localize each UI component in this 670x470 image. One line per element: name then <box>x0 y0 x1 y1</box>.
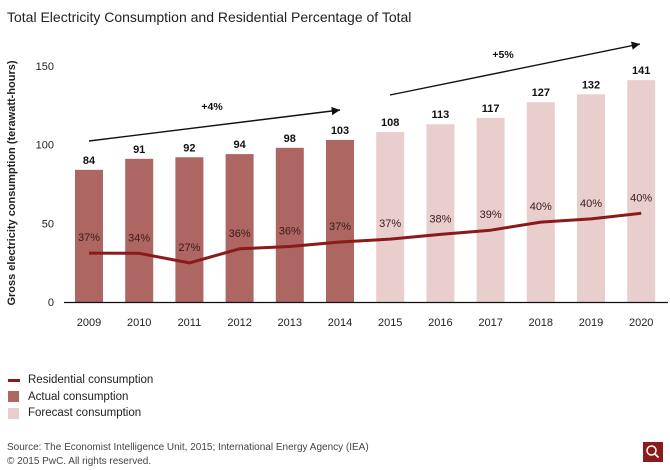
legend-item-residential: Residential consumption <box>8 372 153 389</box>
y-tick-label: 150 <box>36 61 54 73</box>
x-tick-label: 2014 <box>328 317 352 329</box>
residential-share-label: 37% <box>329 221 351 233</box>
y-tick-label: 50 <box>42 218 54 230</box>
bar-2012 <box>225 154 254 302</box>
bar-2010 <box>125 158 154 302</box>
legend-label: Residential consumption <box>28 374 154 387</box>
x-tick-label: 2011 <box>178 317 202 329</box>
bar-2018 <box>526 102 555 302</box>
magnifier-icon <box>646 445 660 459</box>
bar-value-label: 92 <box>183 142 195 154</box>
bar-2011 <box>175 157 204 302</box>
y-tick-label: 0 <box>48 297 54 309</box>
bar-value-label: 84 <box>83 155 96 167</box>
bar-value-label: 127 <box>532 87 550 99</box>
legend-item-actual: Actual consumption <box>8 389 153 406</box>
growth-arrow-label: +4% <box>201 101 223 113</box>
bar-2015 <box>376 132 405 302</box>
growth-arrow <box>389 41 641 96</box>
growth-arrow <box>88 106 341 142</box>
residential-line <box>88 211 642 265</box>
x-tick-label: 2016 <box>428 317 452 329</box>
x-tick-label: 2012 <box>227 317 251 329</box>
bar-value-label: 132 <box>582 79 600 91</box>
bar-2013 <box>275 147 304 302</box>
bar-value-label: 94 <box>233 139 246 151</box>
residential-share-label: 34% <box>128 232 150 244</box>
bar-2009 <box>75 169 103 302</box>
x-tick-label: 2017 <box>478 317 502 329</box>
residential-share-label: 36% <box>229 228 251 240</box>
bar-value-label: 113 <box>432 109 450 121</box>
residential-share-label: 27% <box>178 242 200 254</box>
x-tick-label: 2019 <box>579 317 603 329</box>
x-tick-label: 2018 <box>529 317 553 329</box>
residential-share-label: 37% <box>379 218 401 230</box>
legend-swatch-box <box>8 391 19 403</box>
residential-share-label: 40% <box>580 198 602 210</box>
x-tick-label: 2010 <box>127 317 151 329</box>
residential-share-label: 40% <box>630 192 652 204</box>
residential-share-label: 39% <box>480 209 502 221</box>
bar-2017 <box>476 117 505 302</box>
chart: 84 2009 91 2010 92 2011 94 2012 98 2013 103 2014 108… <box>6 41 668 329</box>
bar-value-label: 108 <box>381 117 399 129</box>
x-tick-label: 2013 <box>278 317 302 329</box>
zoom-button[interactable] <box>643 442 663 462</box>
bar-value-label: 98 <box>284 133 296 145</box>
legend-label: Forecast consumption <box>28 407 142 420</box>
source-note: Source: The Economist Intelligence Unit,… <box>7 442 369 453</box>
bar-value-label: 141 <box>632 65 650 77</box>
x-tick-label: 2015 <box>378 317 402 329</box>
bar-value-label: 91 <box>133 144 145 156</box>
bar-value-label: 103 <box>331 125 349 137</box>
legend-item-forecast: Forecast consumption <box>8 405 153 422</box>
bar-2014 <box>326 139 354 302</box>
legend-swatch-box <box>8 407 19 419</box>
growth-arrow-label: +5% <box>492 49 514 61</box>
y-axis-title: Gross electricity consumption (terawatt-… <box>6 60 18 305</box>
residential-share-label: 37% <box>78 232 100 244</box>
chart-title: Total Electricity Consumption and Reside… <box>7 9 412 25</box>
x-tick-label: 2020 <box>629 317 653 329</box>
legend-label: Actual consumption <box>28 390 129 403</box>
bar-2016 <box>426 124 455 302</box>
residential-share-label: 38% <box>429 213 451 225</box>
bar-value-label: 117 <box>482 103 500 115</box>
residential-share-label: 36% <box>279 225 301 237</box>
bar-2020 <box>627 80 656 302</box>
copyright-note: © 2015 PwC. All rights reserved. <box>7 456 152 467</box>
x-tick-label: 2009 <box>77 317 101 329</box>
legend: Residential consumption Actual consumpti… <box>8 372 153 422</box>
legend-swatch-line <box>8 378 20 382</box>
footer: Source: The Economist Intelligence Unit,… <box>7 441 369 469</box>
y-tick-label: 100 <box>36 140 54 152</box>
residential-share-label: 40% <box>530 201 552 213</box>
bar-2019 <box>577 94 605 302</box>
